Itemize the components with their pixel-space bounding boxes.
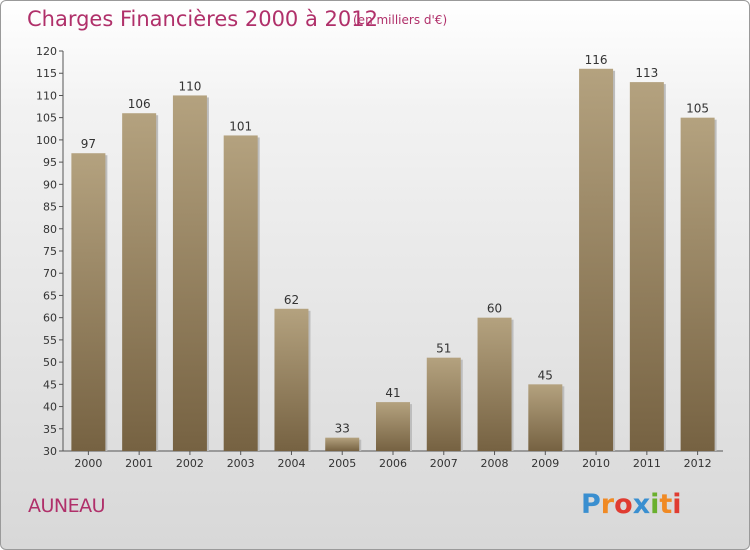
bar-value-label: 33 — [335, 422, 350, 436]
bar-value-label: 106 — [128, 97, 151, 111]
y-tick-label: 60 — [43, 312, 57, 325]
bar-2011[interactable] — [629, 82, 664, 451]
chart-subtitle: (en milliers d'€) — [353, 13, 448, 27]
proxiti-logo[interactable]: Proxiti — [581, 489, 682, 520]
y-tick-label: 55 — [43, 334, 57, 347]
y-tick-label: 45 — [43, 378, 57, 391]
logo-letter: x — [632, 489, 651, 520]
y-tick-label: 70 — [43, 267, 57, 280]
logo-letter: t — [659, 489, 673, 520]
bar-2000[interactable] — [71, 153, 106, 451]
logo-letter: i — [650, 489, 660, 520]
y-tick-label: 115 — [36, 67, 57, 80]
city-name: AUNEAU — [28, 495, 106, 517]
x-tick-label: 2001 — [125, 457, 153, 470]
y-tick-label: 50 — [43, 356, 57, 369]
x-tick-label: 2005 — [328, 457, 356, 470]
bar-2003[interactable] — [223, 135, 258, 451]
bar-2007[interactable] — [426, 357, 461, 451]
bar-2008[interactable] — [477, 317, 512, 451]
bar-value-label: 113 — [635, 66, 658, 80]
bar-2005[interactable] — [325, 437, 360, 451]
x-tick-label: 2007 — [430, 457, 458, 470]
bar-value-label: 101 — [229, 119, 252, 133]
bar-2006[interactable] — [376, 402, 410, 451]
x-tick-label: 2008 — [481, 457, 509, 470]
x-tick-label: 2000 — [74, 457, 102, 470]
x-tick-label: 2012 — [684, 457, 712, 470]
y-tick-label: 105 — [36, 112, 57, 125]
x-tick-label: 2006 — [379, 457, 407, 470]
bar-value-label: 62 — [284, 293, 299, 307]
x-tick-label: 2009 — [531, 457, 559, 470]
y-tick-label: 35 — [43, 423, 57, 436]
y-tick-label: 100 — [36, 134, 57, 147]
logo-letter: i — [672, 489, 682, 520]
bar-value-label: 97 — [81, 137, 96, 151]
bar-2009[interactable] — [528, 384, 563, 451]
bar-value-label: 105 — [686, 102, 709, 116]
chart-title: Charges Financières 2000 à 2012 — [27, 7, 378, 31]
bar-value-label: 110 — [178, 79, 201, 93]
x-tick-label: 2010 — [582, 457, 610, 470]
logo-letter: o — [614, 489, 633, 520]
y-tick-label: 75 — [43, 245, 57, 258]
logo-letter: P — [581, 489, 601, 520]
logo-letter: r — [600, 489, 615, 520]
x-tick-label: 2002 — [176, 457, 204, 470]
y-tick-label: 80 — [43, 223, 57, 236]
y-tick-label: 85 — [43, 201, 57, 214]
y-tick-label: 120 — [36, 45, 57, 58]
bar-2002[interactable] — [172, 95, 207, 451]
x-tick-label: 2011 — [633, 457, 661, 470]
x-tick-label: 2003 — [227, 457, 255, 470]
bar-2004[interactable] — [274, 308, 309, 451]
y-tick-label: 30 — [43, 445, 57, 458]
x-tick-label: 2004 — [277, 457, 305, 470]
y-tick-label: 65 — [43, 289, 57, 302]
bar-value-label: 51 — [436, 342, 451, 356]
bar-value-label: 45 — [538, 368, 553, 382]
y-tick-label: 95 — [43, 156, 57, 169]
bar-2010[interactable] — [579, 68, 614, 452]
bar-2012[interactable] — [680, 117, 715, 452]
y-tick-label: 40 — [43, 401, 57, 414]
bar-2001[interactable] — [122, 113, 157, 451]
y-tick-label: 90 — [43, 178, 57, 191]
y-tick-label: 110 — [36, 89, 57, 102]
bar-value-label: 41 — [385, 386, 400, 400]
bar-value-label: 116 — [585, 53, 608, 67]
bar-value-label: 60 — [487, 302, 502, 316]
